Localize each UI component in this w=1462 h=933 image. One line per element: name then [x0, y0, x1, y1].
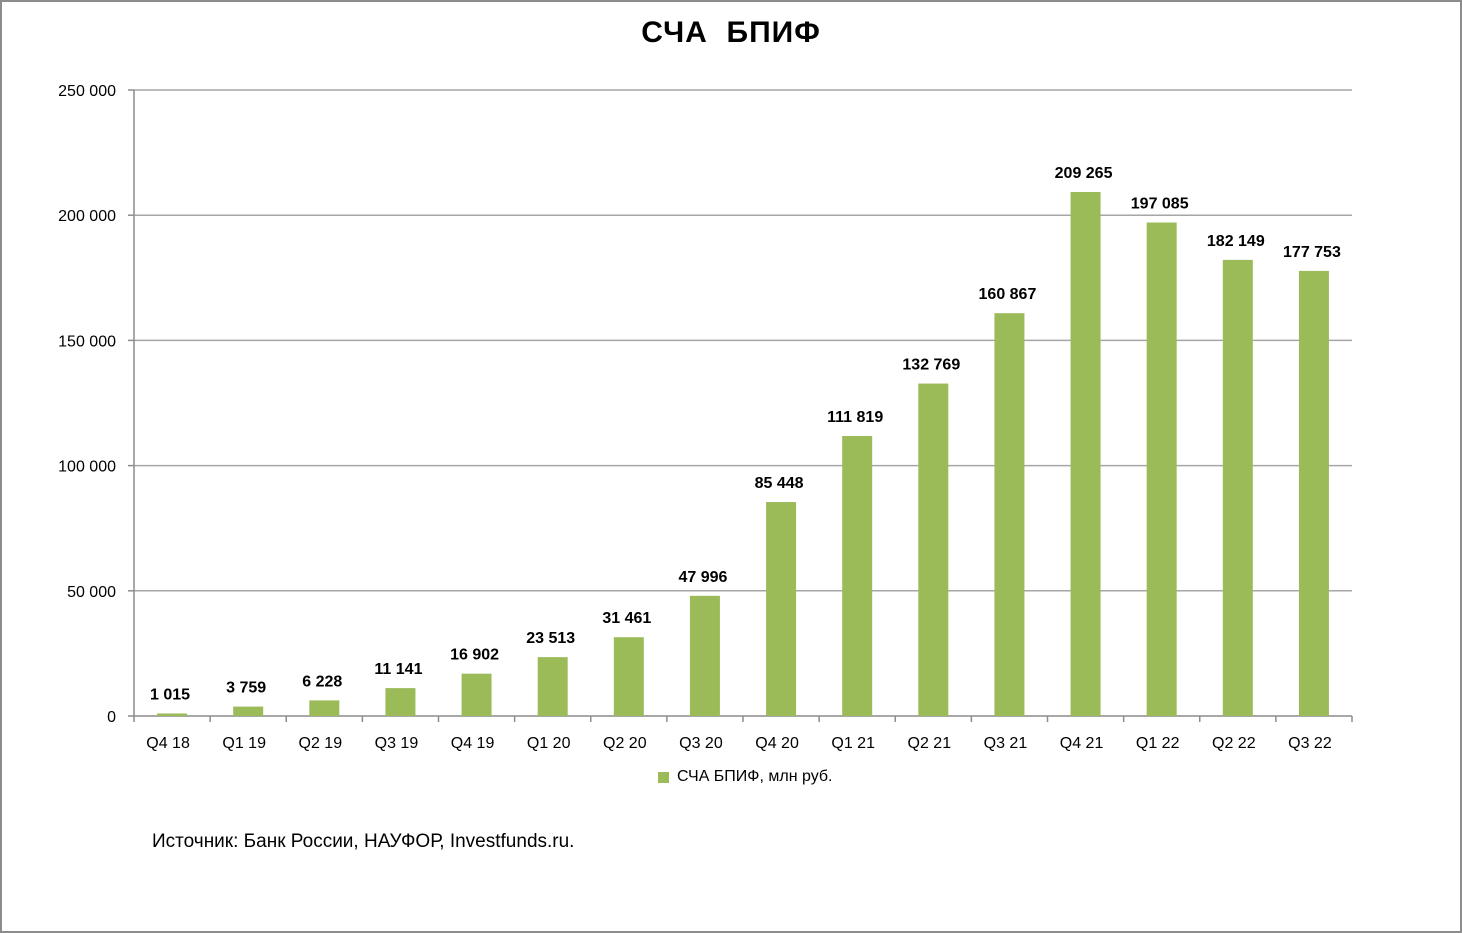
x-tick-label: Q1 21 — [831, 735, 875, 752]
bar — [537, 657, 568, 716]
data-label: 111 819 — [827, 409, 883, 426]
data-label: 197 085 — [1131, 195, 1189, 212]
x-tick-label: Q3 20 — [679, 735, 723, 752]
bar — [994, 313, 1025, 716]
bar — [918, 383, 949, 716]
data-label: 11 141 — [374, 661, 422, 678]
bar — [1070, 192, 1101, 717]
data-label: 23 513 — [526, 630, 575, 647]
x-tick-label: Q1 22 — [1136, 735, 1180, 752]
bar — [157, 713, 188, 716]
x-tick-label: Q4 18 — [146, 735, 190, 752]
x-tick-label: Q4 19 — [451, 735, 495, 752]
x-tick-label: Q3 19 — [375, 735, 419, 752]
bar — [689, 595, 720, 716]
data-label: 6 228 — [302, 673, 342, 690]
data-label: 177 753 — [1283, 244, 1341, 261]
bar — [842, 436, 873, 716]
x-tick-label: Q4 21 — [1060, 735, 1104, 752]
x-tick-label: Q4 20 — [755, 735, 799, 752]
y-tick-label: 50 000 — [67, 584, 116, 601]
y-tick-label: 150 000 — [58, 333, 116, 350]
bar — [385, 688, 416, 716]
bar — [461, 673, 492, 716]
legend-swatch — [658, 771, 669, 783]
x-tick-label: Q3 22 — [1288, 735, 1332, 752]
data-label: 132 769 — [902, 357, 960, 374]
y-tick-label: 100 000 — [58, 459, 116, 476]
chart-title: СЧА БПИФ — [641, 16, 821, 49]
data-label: 3 759 — [226, 680, 266, 697]
bar — [613, 637, 644, 716]
x-tick-label: Q2 22 — [1212, 735, 1256, 752]
x-tick-label: Q3 21 — [984, 735, 1028, 752]
data-label: 47 996 — [678, 569, 727, 586]
data-label: 16 902 — [450, 647, 499, 664]
data-label: 85 448 — [755, 475, 804, 492]
x-tick-label: Q1 20 — [527, 735, 571, 752]
y-tick-label: 250 000 — [58, 83, 116, 100]
data-label: 160 867 — [979, 286, 1037, 303]
bar — [233, 706, 264, 716]
bar — [1222, 259, 1253, 716]
bar — [1298, 270, 1329, 716]
x-tick-label: Q2 20 — [603, 735, 647, 752]
y-tick-label: 200 000 — [58, 208, 116, 225]
data-label: 31 461 — [602, 610, 651, 627]
bar — [766, 502, 797, 716]
y-tick-label: 0 — [107, 709, 116, 726]
bar — [1146, 222, 1177, 717]
data-label: 209 265 — [1055, 165, 1113, 182]
legend-label: СЧА БПИФ, млн руб. — [677, 768, 833, 785]
x-tick-label: Q1 19 — [222, 735, 266, 752]
data-label: 1 015 — [150, 686, 190, 703]
data-label: 182 149 — [1207, 233, 1265, 250]
bar — [309, 700, 340, 716]
x-tick-label: Q2 21 — [908, 735, 952, 752]
source-note: Источник: Банк России, НАУФОР, Investfun… — [152, 831, 575, 852]
x-tick-label: Q2 19 — [299, 735, 343, 752]
legend: СЧА БПИФ, млн руб. — [658, 768, 832, 786]
